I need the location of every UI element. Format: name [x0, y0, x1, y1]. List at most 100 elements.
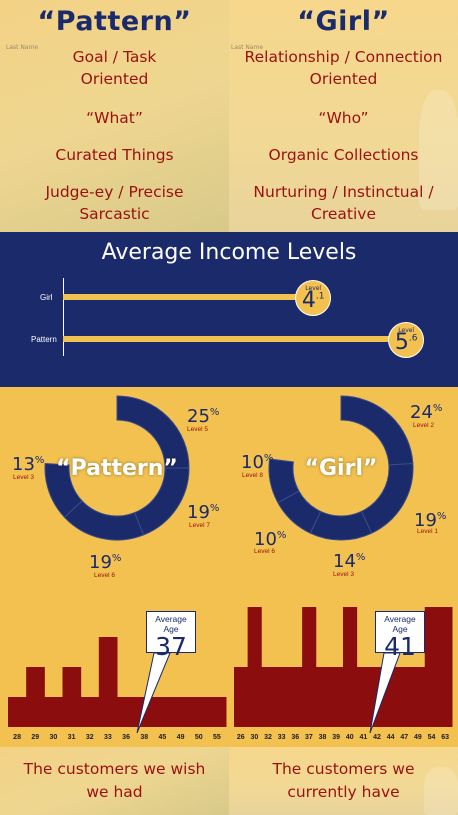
age-tick-label: 33 — [104, 734, 112, 741]
pct-label: 13% — [12, 454, 45, 475]
age-tick-label: 28 — [13, 734, 21, 741]
girl-trait: Organic Collections — [268, 146, 419, 164]
age-tick-label: 32 — [264, 734, 272, 741]
girl-age-bar — [411, 667, 426, 727]
pattern-trait: “What” — [86, 109, 143, 127]
average-age-value: 37 — [155, 632, 187, 661]
girl-age-bar — [302, 607, 317, 727]
pattern-age-bar — [98, 637, 118, 727]
age-tick-label: 44 — [386, 734, 395, 741]
pct-label: 25% — [187, 406, 220, 427]
pattern-age-bar — [26, 667, 45, 727]
income-level-marker: Level 5.6 — [388, 322, 425, 358]
average-age-label: Average Age — [384, 614, 416, 634]
pattern-age-bar — [8, 697, 27, 727]
pct-level-label: Level 3 — [333, 571, 354, 578]
pct-label: 10% — [254, 529, 287, 550]
level-word: Level — [398, 327, 415, 334]
age-tick-label: 42 — [373, 734, 381, 741]
age-tick-label: 45 — [158, 734, 167, 741]
age-tick-label: 41 — [359, 734, 368, 741]
pct-level-label: Level 7 — [189, 522, 210, 529]
girl-age-bar — [356, 667, 371, 727]
girl-traits-panel: Last Name “Girl” Relationship / Connecti… — [229, 0, 458, 232]
age-tick-label: 32 — [85, 734, 94, 741]
age-tick-label: 33 — [277, 734, 286, 741]
age-tick-label: 29 — [31, 734, 40, 741]
level-donut-charts — [44, 395, 414, 541]
age-histograms — [8, 607, 453, 734]
ghost-field-label: Last Name — [6, 44, 39, 51]
pattern-traits-panel: Last Name “Pattern” Goal / Task Oriented… — [0, 0, 229, 232]
pct-label: 19% — [414, 510, 447, 531]
age-tick-label: 54 — [427, 734, 436, 741]
age-tick-label: 50 — [194, 734, 203, 741]
girl-age-bar — [247, 607, 262, 727]
girl-trait: “Who” — [318, 109, 369, 127]
girl-trait: Nurturing / Instinctual / Creative — [253, 183, 434, 223]
level-value: 5.6 — [394, 330, 418, 355]
girl-age-bar — [438, 607, 453, 727]
income-bar-label: Girl — [40, 293, 53, 302]
pattern-age-bar — [171, 697, 191, 727]
girl-age-bar — [343, 607, 358, 727]
pattern-average-age-callout: Average Age 37 — [146, 611, 196, 660]
pattern-title: “Pattern” — [37, 6, 192, 37]
age-tick-label: 49 — [176, 734, 185, 741]
girl-title: “Girl” — [297, 6, 390, 37]
callout-pointer — [369, 652, 401, 734]
pattern-age-bar — [189, 697, 209, 727]
age-tick-label: 49 — [414, 734, 422, 741]
age-tick-label: 36 — [291, 734, 300, 741]
pct-label: 14% — [333, 551, 366, 572]
age-tick-label: 55 — [213, 734, 221, 741]
pct-label: 10% — [241, 452, 274, 473]
pattern-age-bar — [62, 667, 82, 727]
girl-age-bar — [424, 607, 439, 727]
income-bar-label: Pattern — [31, 335, 57, 344]
pct-level-label: Level 6 — [94, 572, 115, 579]
level-value: 4.1 — [301, 288, 325, 313]
girl-age-bar — [274, 667, 289, 727]
pattern-donut-slice-4 — [44, 462, 83, 518]
level-word: Level — [305, 285, 322, 292]
income-axis — [63, 278, 64, 356]
girl-footer-panel: The customers we currently have — [229, 747, 458, 815]
pattern-trait: Judge-ey / Precise Sarcastic — [45, 183, 184, 223]
pattern-footer-text: The customers we wish we had — [23, 760, 206, 801]
age-tick-label: 40 — [345, 734, 354, 741]
girl-age-bar — [288, 667, 303, 727]
income-panel — [0, 232, 458, 387]
girl-age-bar — [329, 667, 344, 727]
pattern-age-bar — [117, 697, 136, 727]
pct-level-label: Level 6 — [254, 548, 275, 555]
girl-footer-text: The customers we currently have — [272, 760, 415, 801]
ghost-field-label: Last Name — [231, 44, 264, 51]
girl-age-bar — [397, 667, 412, 727]
pct-level-label: Level 8 — [242, 472, 263, 479]
pct-label: 19% — [187, 502, 220, 523]
girl-donut-slice-3 — [309, 510, 373, 541]
pattern-age-bar — [44, 697, 63, 727]
girl-donut-slice-1 — [340, 395, 414, 466]
age-tick-label: 39 — [332, 734, 341, 741]
pattern-age-bar — [207, 697, 227, 727]
background-photo-silhouette — [419, 90, 458, 210]
girl-trait: Relationship / Connection Oriented — [244, 48, 443, 88]
average-age-value: 41 — [384, 632, 416, 661]
age-tick-label: 47 — [400, 734, 409, 741]
callout-pointer — [136, 652, 171, 734]
pct-level-label: Level 3 — [13, 474, 34, 481]
girl-donut-label: “Girl” — [304, 456, 378, 481]
age-tick-label: 30 — [49, 734, 58, 741]
pattern-trait: Goal / Task Oriented — [72, 48, 157, 88]
income-level-marker: Level 4.1 — [295, 280, 332, 316]
income-title: Average Income Levels — [101, 240, 357, 265]
age-tick-label: 37 — [305, 734, 313, 741]
girl-age-bar — [315, 667, 330, 727]
girl-average-age-callout: Average Age 41 — [375, 611, 425, 660]
age-tick-label: 31 — [67, 734, 76, 741]
age-tick-label: 63 — [441, 734, 450, 741]
pct-level-label: Level 5 — [187, 426, 208, 433]
pattern-trait: Curated Things — [55, 146, 174, 164]
